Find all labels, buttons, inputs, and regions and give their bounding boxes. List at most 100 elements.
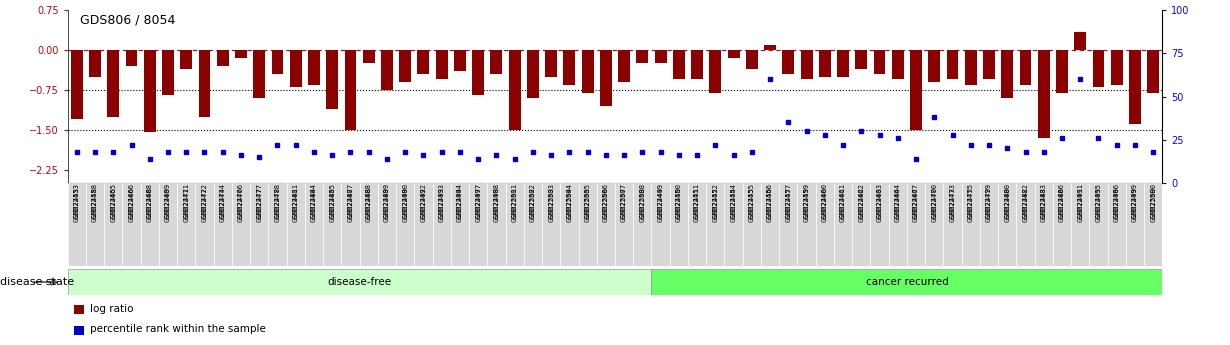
Bar: [910, 50, 922, 130]
Text: GSM22462: GSM22462: [859, 187, 865, 222]
Text: GSM22504: GSM22504: [566, 183, 572, 218]
Bar: [710, 50, 721, 92]
Bar: [1090, 183, 1107, 266]
Text: GSM22489: GSM22489: [384, 183, 390, 218]
Bar: [761, 183, 780, 266]
Text: GSM22474: GSM22474: [220, 187, 226, 222]
Text: GSM22461: GSM22461: [840, 183, 846, 218]
Bar: [454, 50, 466, 71]
Text: GSM22497: GSM22497: [475, 183, 481, 218]
Bar: [801, 50, 813, 79]
Bar: [526, 50, 539, 98]
Text: GSM22491: GSM22491: [1077, 187, 1084, 222]
Text: GSM22460: GSM22460: [822, 183, 828, 218]
Text: GSM22495: GSM22495: [1096, 187, 1102, 222]
Bar: [873, 50, 886, 74]
Text: GSM22502: GSM22502: [530, 183, 536, 218]
Text: GSM22493: GSM22493: [439, 183, 445, 218]
Text: GSM22502: GSM22502: [530, 187, 536, 222]
Bar: [815, 183, 834, 266]
Text: GSM22470: GSM22470: [931, 187, 937, 222]
Text: GSM22492: GSM22492: [421, 187, 427, 222]
Bar: [980, 183, 998, 266]
Bar: [359, 183, 378, 266]
Bar: [1148, 50, 1159, 92]
Bar: [600, 50, 611, 106]
Bar: [1107, 183, 1125, 266]
Bar: [654, 50, 667, 63]
Text: GSM22487: GSM22487: [347, 187, 353, 222]
Bar: [819, 50, 830, 77]
Text: GSM22482: GSM22482: [1022, 187, 1028, 222]
Bar: [86, 183, 105, 266]
Bar: [231, 183, 250, 266]
Bar: [378, 183, 396, 266]
Bar: [287, 183, 305, 266]
Bar: [892, 50, 904, 79]
Text: cancer recurred: cancer recurred: [866, 277, 948, 287]
Bar: [305, 183, 323, 266]
Text: GSM22503: GSM22503: [549, 183, 555, 218]
Bar: [68, 183, 86, 266]
Bar: [615, 183, 633, 266]
Text: GSM22481: GSM22481: [293, 183, 299, 218]
Text: GSM22457: GSM22457: [785, 187, 791, 222]
Text: GSM22500: GSM22500: [1150, 183, 1156, 218]
Bar: [396, 183, 415, 266]
Text: GSM22475: GSM22475: [968, 187, 974, 222]
Text: GDS806 / 8054: GDS806 / 8054: [80, 14, 176, 27]
Bar: [107, 50, 119, 117]
Text: GSM22478: GSM22478: [274, 187, 280, 222]
Bar: [855, 50, 867, 69]
Text: GSM22490: GSM22490: [402, 187, 408, 222]
Text: GSM22467: GSM22467: [913, 183, 919, 218]
Text: GSM22468: GSM22468: [146, 187, 153, 222]
Bar: [947, 50, 958, 79]
Text: disease state: disease state: [0, 277, 74, 287]
Text: GSM22469: GSM22469: [165, 187, 171, 222]
Text: GSM22480: GSM22480: [1004, 183, 1010, 218]
Bar: [1001, 50, 1014, 98]
Bar: [888, 183, 907, 266]
Bar: [435, 50, 448, 79]
Text: GSM22455: GSM22455: [749, 187, 755, 222]
Bar: [582, 50, 594, 92]
Text: GSM22459: GSM22459: [803, 183, 809, 218]
Bar: [834, 183, 852, 266]
Bar: [998, 183, 1016, 266]
Text: GSM22460: GSM22460: [822, 187, 828, 222]
Text: GSM22455: GSM22455: [749, 183, 755, 218]
Text: GSM22496: GSM22496: [1113, 183, 1119, 218]
Bar: [838, 50, 849, 77]
Bar: [1125, 183, 1144, 266]
Text: GSM22498: GSM22498: [493, 183, 499, 218]
Bar: [1038, 50, 1049, 138]
Text: GSM22475: GSM22475: [968, 183, 974, 218]
Bar: [250, 183, 268, 266]
Bar: [764, 45, 776, 50]
Text: GSM22508: GSM22508: [640, 187, 646, 222]
Bar: [214, 183, 231, 266]
Text: log ratio: log ratio: [90, 304, 133, 314]
Bar: [782, 50, 795, 74]
Bar: [943, 183, 962, 266]
Text: GSM22499: GSM22499: [1132, 187, 1138, 222]
Text: GSM22471: GSM22471: [183, 183, 189, 218]
Text: GSM22478: GSM22478: [274, 183, 280, 218]
Text: GSM22471: GSM22471: [183, 187, 189, 222]
Bar: [907, 183, 925, 266]
Text: GSM22477: GSM22477: [256, 187, 262, 222]
Bar: [1020, 50, 1032, 85]
Text: GSM22480: GSM22480: [1004, 187, 1010, 222]
Bar: [561, 183, 578, 266]
Text: GSM22464: GSM22464: [894, 187, 900, 222]
Text: GSM22501: GSM22501: [512, 183, 518, 218]
Bar: [196, 183, 214, 266]
Text: GSM22452: GSM22452: [712, 187, 718, 222]
Text: GSM22476: GSM22476: [237, 187, 244, 222]
Text: GSM22474: GSM22474: [220, 183, 226, 218]
Bar: [1111, 50, 1123, 85]
Text: GSM22489: GSM22489: [384, 187, 390, 222]
Bar: [272, 50, 283, 74]
Bar: [688, 183, 706, 266]
